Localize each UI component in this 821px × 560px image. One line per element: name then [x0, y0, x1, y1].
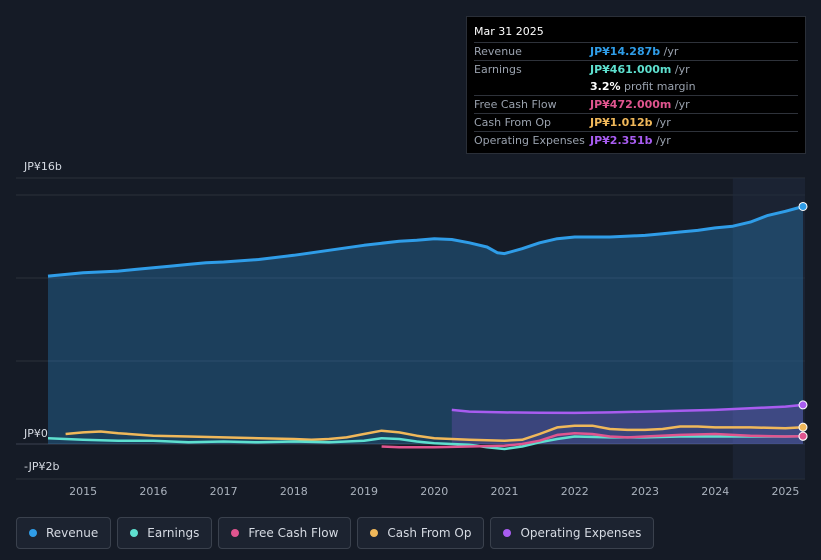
- y-tick-label: JP¥0: [23, 427, 48, 440]
- x-tick-label: 2015: [69, 485, 97, 498]
- legend-label: Free Cash Flow: [248, 526, 339, 540]
- tooltip-label: Cash From Op: [474, 116, 552, 129]
- tooltip-unit: profit margin: [620, 80, 696, 93]
- tooltip-value: JP¥461.000m /yr: [590, 63, 690, 76]
- x-axis-labels: 2015 2016 2017 2018 2019 2020 2021 2022 2023 2024…: [69, 485, 799, 498]
- legend-dot-icon: [130, 529, 139, 537]
- operating-expenses-line: [451, 403, 804, 415]
- legend-dot-icon: [29, 529, 37, 537]
- legend-item-revenue[interactable]: Revenue: [16, 517, 112, 549]
- free-cash-flow-end-dot[interactable]: [798, 431, 808, 441]
- tooltip-value: 3.2% profit margin: [590, 80, 696, 93]
- tooltip-row: Free Cash Flow JP¥472.000m /yr: [474, 95, 798, 113]
- x-tick-label: 2021: [491, 485, 519, 498]
- series-lines: [47, 205, 804, 451]
- tooltip-date: Mar 31 2025: [474, 25, 544, 38]
- series-end-dots: [798, 201, 808, 441]
- legend-label: Revenue: [46, 526, 99, 540]
- legend-item-operating-expenses[interactable]: Operating Expenses: [490, 517, 655, 549]
- revenue-line: [47, 205, 804, 278]
- legend-label: Operating Expenses: [520, 526, 642, 540]
- x-tick-label: 2018: [280, 485, 308, 498]
- data-tooltip: Mar 31 2025 Revenue JP¥14.287b /yr Earning…: [466, 16, 806, 154]
- tooltip-label: [474, 78, 590, 95]
- tooltip-value: JP¥14.287b /yr: [590, 45, 679, 58]
- series-areas: [48, 206, 803, 444]
- cash-from-op-end-dot[interactable]: [798, 422, 808, 432]
- x-tick-label: 2022: [561, 485, 589, 498]
- chart-legend: Revenue Earnings Free Cash Flow Cash From O…: [16, 517, 655, 549]
- x-tick-label: 2025: [771, 485, 799, 498]
- legend-item-free-cash-flow[interactable]: Free Cash Flow: [218, 517, 352, 549]
- tooltip-row: Cash From Op JP¥1.012b /yr: [474, 113, 798, 131]
- x-tick-label: 2017: [210, 485, 238, 498]
- x-tick-label: 2020: [420, 485, 448, 498]
- legend-item-cash-from-op[interactable]: Cash From Op: [357, 517, 485, 549]
- tooltip-unit: /yr: [660, 45, 679, 58]
- y-tick-label: -JP¥2b: [24, 460, 59, 473]
- tooltip-label: Operating Expenses: [474, 134, 585, 147]
- tooltip-row: Earnings JP¥461.000m /yr: [474, 60, 798, 78]
- tooltip-value: JP¥472.000m /yr: [590, 98, 690, 111]
- x-tick-label: 2023: [631, 485, 659, 498]
- operating-expenses-end-dot[interactable]: [798, 400, 808, 410]
- tooltip-row: Revenue JP¥14.287b /yr: [474, 42, 798, 60]
- tooltip-row: 3.2% profit margin: [474, 78, 798, 95]
- tooltip-unit: /yr: [652, 116, 671, 129]
- tooltip-label: Earnings: [474, 63, 522, 76]
- chart-gridlines: [16, 177, 805, 480]
- tooltip-label: Free Cash Flow: [474, 98, 557, 111]
- tooltip-unit: /yr: [652, 134, 671, 147]
- x-tick-label: 2016: [139, 485, 167, 498]
- legend-dot-icon: [231, 529, 240, 537]
- tooltip-unit: /yr: [671, 98, 690, 111]
- legend-dot-icon: [370, 529, 379, 537]
- legend-label: Cash From Op: [387, 526, 472, 540]
- tooltip-row: Operating Expenses JP¥2.351b /yr: [474, 131, 798, 149]
- cash-from-op-line: [65, 424, 804, 442]
- tooltip-unit: /yr: [671, 63, 690, 76]
- legend-label: Earnings: [147, 526, 200, 540]
- revenue-end-dot[interactable]: [798, 201, 808, 211]
- revenue-area: [48, 206, 803, 444]
- legend-dot-icon: [503, 529, 512, 537]
- legend-item-earnings[interactable]: Earnings: [117, 517, 213, 549]
- tooltip-value: JP¥2.351b /yr: [590, 134, 671, 147]
- y-tick-label: JP¥16b: [23, 160, 62, 173]
- free-cash-flow-line: [381, 431, 804, 449]
- y-axis-labels: JP¥16b JP¥0 -JP¥2b: [23, 160, 62, 473]
- x-tick-label: 2019: [350, 485, 378, 498]
- x-tick-label: 2024: [701, 485, 729, 498]
- tooltip-label: Revenue: [474, 45, 522, 58]
- tooltip-value: JP¥1.012b /yr: [590, 116, 671, 129]
